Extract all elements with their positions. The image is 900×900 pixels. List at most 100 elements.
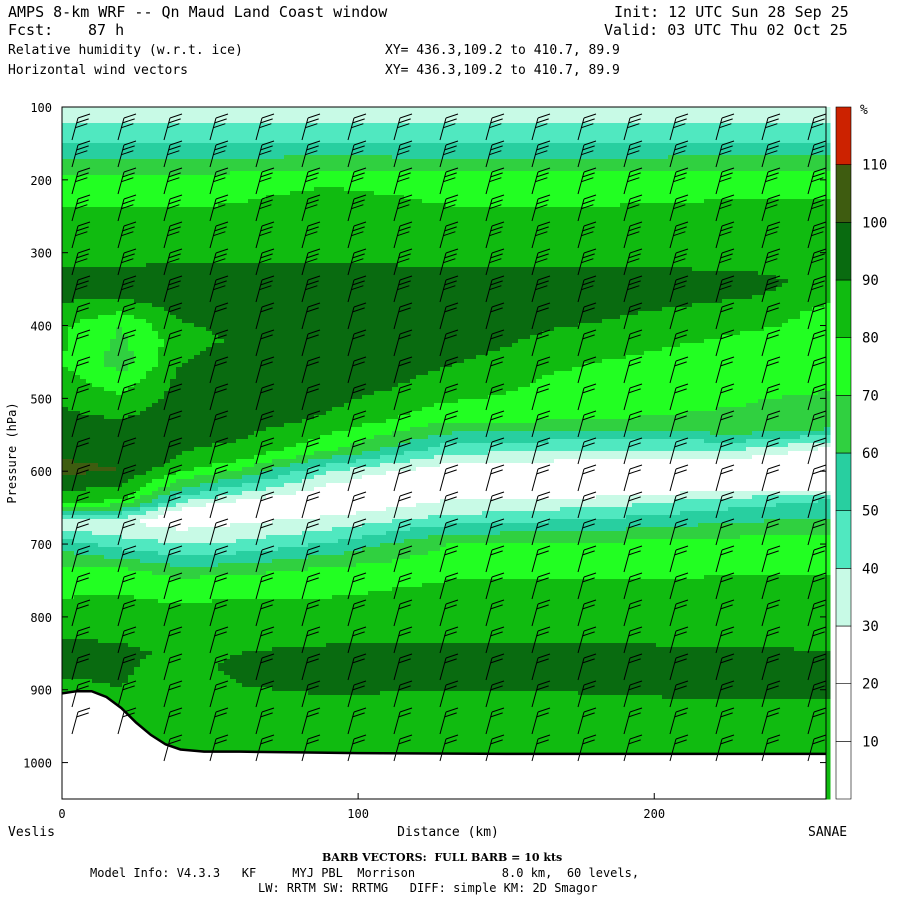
rh-cell: [758, 211, 765, 216]
rh-cell: [284, 255, 291, 260]
rh-cell: [560, 227, 567, 232]
rh-cell: [476, 227, 483, 232]
rh-cell: [734, 127, 741, 132]
rh-cell: [410, 155, 417, 160]
rh-cell: [62, 219, 69, 224]
rh-cell: [632, 171, 639, 176]
rh-cell: [86, 191, 93, 196]
rh-cell: [806, 111, 813, 116]
rh-cell: [254, 155, 261, 160]
rh-cell: [746, 151, 753, 156]
rh-cell: [392, 179, 399, 184]
rh-cell: [434, 247, 441, 252]
rh-cell: [398, 155, 405, 160]
rh-cell: [428, 239, 435, 244]
rh-cell: [188, 115, 195, 120]
rh-cell: [308, 215, 315, 220]
rh-cell: [686, 155, 693, 160]
rh-cell: [548, 139, 555, 144]
rh-cell: [614, 123, 621, 128]
rh-cell: [338, 107, 345, 112]
rh-cell: [740, 139, 747, 144]
rh-cell: [308, 175, 315, 180]
rh-cell: [290, 259, 297, 264]
rh-cell: [254, 167, 261, 172]
rh-cell: [176, 239, 183, 244]
rh-cell: [506, 111, 513, 116]
rh-cell: [554, 211, 561, 216]
rh-cell: [392, 143, 399, 148]
rh-cell: [710, 183, 717, 188]
rh-cell: [206, 195, 213, 200]
rh-cell: [302, 203, 309, 208]
rh-cell: [152, 219, 159, 224]
rh-cell: [344, 215, 351, 220]
rh-cell: [182, 247, 189, 252]
rh-cell: [182, 143, 189, 148]
rh-cell: [158, 211, 165, 216]
rh-cell: [632, 143, 639, 148]
rh-cell: [104, 135, 111, 140]
rh-cell: [710, 199, 717, 204]
rh-cell: [752, 203, 759, 208]
rh-cell: [614, 195, 621, 200]
rh-cell: [218, 163, 225, 168]
rh-cell: [794, 247, 801, 252]
rh-cell: [386, 215, 393, 220]
rh-cell: [716, 143, 723, 148]
rh-cell: [86, 195, 93, 200]
rh-cell: [290, 231, 297, 236]
rh-cell: [362, 175, 369, 180]
rh-cell: [356, 211, 363, 216]
rh-cell: [98, 219, 105, 224]
rh-cell: [122, 131, 129, 136]
rh-cell: [386, 131, 393, 136]
rh-cell: [752, 231, 759, 236]
rh-cell: [812, 167, 819, 172]
rh-cell: [284, 243, 291, 248]
rh-cell: [770, 211, 777, 216]
rh-cell: [314, 199, 321, 204]
rh-cell: [230, 151, 237, 156]
rh-cell: [176, 115, 183, 120]
rh-cell: [152, 131, 159, 136]
rh-cell: [452, 227, 459, 232]
rh-cell: [776, 235, 783, 240]
rh-cell: [416, 167, 423, 172]
rh-cell: [560, 115, 567, 120]
rh-cell: [68, 115, 75, 120]
rh-cell: [818, 227, 825, 232]
rh-cell: [800, 227, 807, 232]
rh-cell: [560, 183, 567, 188]
rh-cell: [344, 227, 351, 232]
rh-cell: [218, 191, 225, 196]
rh-cell: [434, 211, 441, 216]
rh-cell: [338, 179, 345, 184]
rh-cell: [416, 107, 423, 112]
rh-cell: [308, 107, 315, 112]
rh-cell: [494, 111, 501, 116]
rh-cell: [668, 195, 675, 200]
rh-cell: [188, 143, 195, 148]
rh-cell: [800, 183, 807, 188]
rh-cell: [254, 179, 261, 184]
rh-cell: [632, 159, 639, 164]
rh-cell: [290, 187, 297, 192]
rh-cell: [788, 135, 795, 140]
rh-cell: [422, 239, 429, 244]
rh-cell: [566, 235, 573, 240]
rh-cell: [764, 195, 771, 200]
rh-cell: [788, 143, 795, 148]
rh-cell: [68, 167, 75, 172]
rh-cell: [506, 207, 513, 212]
rh-cell: [470, 199, 477, 204]
rh-cell: [344, 255, 351, 260]
rh-cell: [584, 191, 591, 196]
rh-cell: [788, 235, 795, 240]
rh-cell: [296, 259, 303, 264]
rh-cell: [614, 207, 621, 212]
rh-cell: [422, 195, 429, 200]
rh-cell: [530, 191, 537, 196]
rh-cell: [128, 147, 135, 152]
rh-cell: [506, 119, 513, 124]
